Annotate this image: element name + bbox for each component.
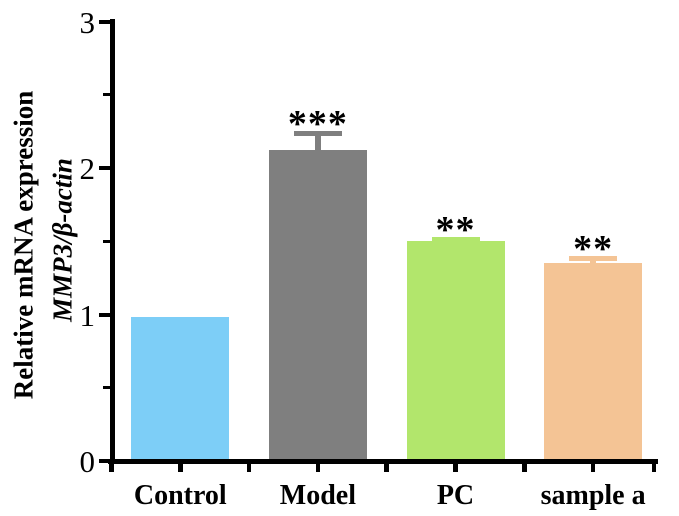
y-major-tick bbox=[99, 19, 110, 24]
x-category-tick-pc bbox=[453, 464, 458, 472]
x-category-label-model: Model bbox=[279, 480, 356, 511]
error-bar-stem-model bbox=[314, 131, 321, 153]
error-bar-cap-pc bbox=[431, 236, 480, 242]
x-axis-line bbox=[108, 459, 658, 464]
x-boundary-tick bbox=[109, 464, 114, 472]
x-boundary-tick bbox=[384, 464, 389, 472]
error-bar-cap-model bbox=[293, 131, 342, 137]
bar-model bbox=[268, 150, 367, 459]
x-category-label-sample-a: sample a bbox=[540, 480, 646, 511]
y-tick-label: 3 bbox=[79, 4, 96, 40]
bar-pc bbox=[406, 241, 505, 459]
x-boundary-tick bbox=[651, 464, 657, 472]
significance-model: *** bbox=[287, 103, 348, 146]
y-axis-title-line1: Relative mRNA expression bbox=[8, 90, 39, 400]
x-category-tick-model bbox=[315, 464, 321, 472]
x-category-label-pc: PC bbox=[436, 480, 475, 511]
y-axis-line bbox=[110, 19, 115, 464]
y-tick-label: 0 bbox=[79, 444, 96, 479]
y-minor-tick bbox=[103, 386, 110, 390]
error-bar-cap-sample-a bbox=[569, 255, 618, 261]
x-boundary-tick bbox=[522, 464, 527, 472]
y-major-tick bbox=[99, 459, 110, 463]
y-major-tick bbox=[99, 312, 110, 317]
y-minor-tick bbox=[103, 239, 110, 243]
x-category-tick-sample-a bbox=[590, 464, 596, 472]
significance-pc: ** bbox=[435, 208, 476, 251]
x-category-label-control: Control bbox=[133, 480, 227, 511]
y-tick-label: 2 bbox=[79, 151, 96, 186]
significance-sample-a: ** bbox=[573, 227, 614, 270]
bar-control bbox=[131, 317, 230, 459]
x-category-tick-control bbox=[178, 464, 183, 472]
x-boundary-tick bbox=[246, 464, 252, 472]
y-tick-label: 1 bbox=[79, 297, 96, 333]
y-major-tick bbox=[99, 166, 110, 170]
y-minor-tick bbox=[103, 93, 110, 97]
bar-sample-a bbox=[544, 263, 643, 459]
